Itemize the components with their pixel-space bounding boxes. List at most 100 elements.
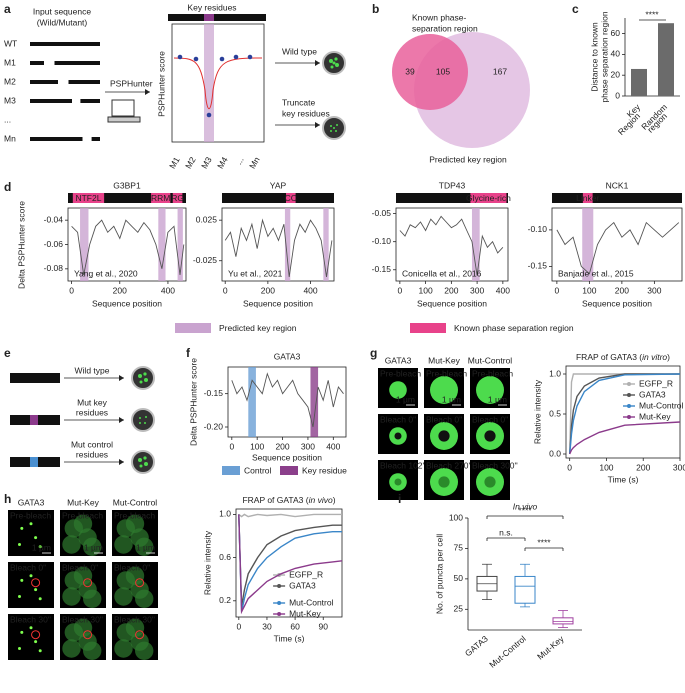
x-tick-label: 400 — [496, 285, 510, 295]
x-tick-label: 0 — [555, 285, 560, 295]
legend-label: EGFP_R — [289, 569, 323, 579]
plot-frame — [235, 508, 343, 618]
y-tick-label: 50 — [454, 573, 464, 583]
x-axis-label: Sequence position — [252, 452, 322, 462]
title-part: ) — [667, 352, 670, 362]
x-tick-label: 90 — [319, 621, 329, 631]
mini-frame — [171, 23, 265, 143]
region — [471, 208, 480, 281]
legend-label: GATA3 — [289, 580, 316, 590]
puncta — [83, 537, 102, 556]
title-part: ) — [333, 495, 336, 505]
region — [80, 208, 89, 281]
droplet — [430, 376, 458, 404]
y-tick-label: -0.025 — [193, 255, 217, 265]
x-tick-label: 0 — [69, 285, 74, 295]
y-tick-label: 25 — [454, 604, 464, 614]
arrow-head — [145, 89, 150, 95]
citation: Yang et al., 2020 — [74, 268, 138, 278]
x-tick-label: 300 — [301, 441, 315, 451]
chart-title: NCK1 — [606, 180, 629, 190]
x-tick-label: 200 — [636, 462, 650, 472]
label: residues — [76, 449, 108, 459]
bleach-spot — [135, 578, 145, 588]
y-axis-label: Delta PSPHunter score — [16, 201, 26, 289]
arrow-head — [315, 122, 320, 128]
puncta — [125, 514, 145, 533]
x-tick-label: Mut-Key — [535, 633, 566, 661]
x-tick-label: 200 — [615, 285, 629, 295]
venn-count: 105 — [436, 66, 450, 76]
legend-label: Mut-Key — [639, 411, 671, 421]
cell-label: Bleach 270'' — [426, 460, 472, 470]
plot-frame — [551, 207, 683, 282]
legend-label: Mut-Key — [289, 608, 321, 618]
bleach-spot — [31, 630, 41, 640]
region — [248, 367, 256, 437]
puncta — [135, 537, 154, 556]
row-label: Mn — [4, 133, 16, 143]
panel-label: c — [572, 2, 579, 16]
x-tick-label: 0 — [236, 621, 241, 631]
legend-label: Predicted key region — [219, 323, 297, 333]
column-title: Mut-Control — [468, 355, 513, 365]
puncta — [29, 626, 33, 630]
puncta — [73, 566, 93, 585]
keyboard — [107, 116, 141, 123]
legend-marker — [627, 415, 631, 419]
trace — [569, 373, 681, 455]
droplet — [138, 458, 142, 462]
legend-label: Mut-Control — [289, 597, 334, 607]
x-tick-label: M1 — [167, 155, 182, 170]
puncta — [29, 522, 33, 526]
arrow-head — [315, 60, 320, 66]
domain — [582, 193, 593, 203]
x-axis-label: Sequence position — [417, 298, 487, 308]
row-label: M2 — [4, 76, 16, 86]
domain-label: Glycine-rich — [466, 193, 511, 203]
domain-label: RRM — [151, 193, 170, 203]
sequence — [30, 80, 58, 84]
y-tick-label: -0.20 — [204, 421, 224, 431]
y-tick-label: -0.06 — [44, 239, 64, 249]
cell-label: Pre-bleach — [114, 510, 155, 520]
droplet — [389, 381, 407, 399]
box — [552, 617, 574, 625]
droplet — [330, 130, 332, 132]
mutation — [30, 457, 38, 467]
droplet — [330, 125, 332, 127]
sequence — [68, 80, 100, 84]
droplet — [143, 456, 147, 460]
cell-label: Bleach 102'' — [380, 460, 426, 470]
cell-label: Bleach 0'' — [62, 562, 99, 572]
protein-bar — [396, 193, 508, 203]
domain — [172, 193, 183, 203]
key-bar — [168, 14, 266, 21]
y-axis-label: No. of puncta per cell — [434, 534, 444, 614]
venn-known — [392, 34, 468, 110]
y-tick-label: 0 — [615, 90, 620, 100]
chart-title: G3BP1 — [113, 180, 141, 190]
label: Mut key — [77, 397, 108, 407]
label: Input sequence — [33, 6, 91, 16]
micrograph — [8, 562, 54, 608]
cell-label: Bleach 0'' — [426, 414, 463, 424]
region — [177, 208, 183, 281]
legend-swatch — [410, 323, 446, 333]
y-tick-label: 0.0 — [549, 448, 561, 458]
trace — [569, 373, 680, 455]
region — [323, 208, 329, 281]
x-tick-label: 0 — [567, 462, 572, 472]
puncta — [73, 514, 93, 533]
score-dot — [247, 54, 253, 60]
bleach-spot — [394, 432, 402, 440]
y-tick-label: 0.025 — [196, 214, 218, 224]
cell-label: Pre-bleach — [62, 510, 103, 520]
sequence — [30, 137, 83, 141]
column-title: Mut-Key — [428, 355, 460, 365]
puncta — [18, 543, 21, 546]
region — [582, 208, 594, 281]
x-tick-label: 60 — [290, 621, 300, 631]
cell-label: Bleach 0'' — [10, 562, 47, 572]
